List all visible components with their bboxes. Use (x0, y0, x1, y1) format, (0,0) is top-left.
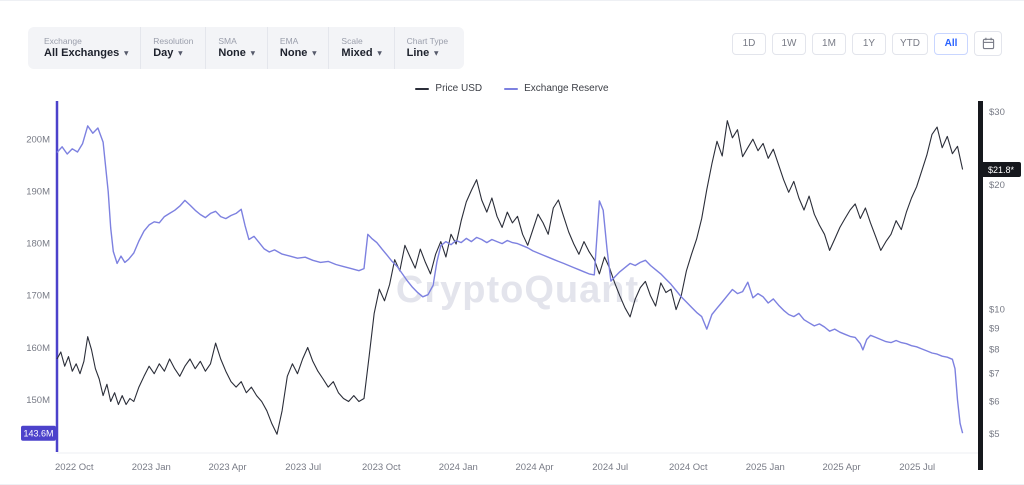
exchange-value: All Exchanges ▾ (44, 48, 128, 59)
exchange-dropdown[interactable]: Exchange All Exchanges ▾ (32, 27, 140, 69)
chart-type-dropdown[interactable]: Chart Type Line ▾ (393, 27, 460, 69)
left-tick-label: 170M (26, 291, 50, 302)
chevron-down-icon: ▾ (312, 48, 317, 58)
ema-label: EMA (279, 35, 299, 46)
range-button-ytd[interactable]: YTD (892, 32, 928, 55)
left-tick-label: 180M (26, 239, 50, 250)
x-tick-label: 2023 Jan (132, 462, 171, 473)
x-tick-label: 2024 Jan (439, 462, 478, 473)
right-tick-label: $7 (989, 369, 1000, 380)
chevron-down-icon: ▾ (250, 48, 255, 58)
sma-label: SMA (218, 35, 237, 46)
chevron-down-icon: ▾ (434, 48, 439, 58)
resolution-label: Resolution (153, 35, 194, 46)
right-tick-label: $30 (989, 107, 1005, 118)
x-tick-label: 2025 Jan (746, 462, 785, 473)
price-reserve-chart[interactable]: CryptoQuant 2022 Oct 2023 Jan 2023 Apr 2023 … (0, 97, 1024, 477)
reserve-line-swatch (504, 87, 519, 90)
exchange-label: Exchange (44, 35, 82, 46)
sma-value: None ▾ (218, 48, 255, 59)
left-tick-label: 160M (26, 343, 50, 354)
range-button-1m[interactable]: 1M (812, 32, 846, 55)
exchange-reserve-line (56, 125, 964, 434)
sma-selected: None (218, 47, 246, 60)
range-button-all[interactable]: All (934, 32, 968, 55)
exchange-selected: All Exchanges (44, 47, 120, 60)
scale-selected: Mixed (341, 47, 373, 60)
x-tick-label: 2023 Oct (362, 462, 401, 473)
chart-type-selected: Line (406, 47, 430, 60)
scale-value: Mixed ▾ (341, 48, 381, 59)
chart-type-value: Line ▾ (407, 48, 448, 59)
right-tick-label: $10 (989, 305, 1005, 316)
range-button-1d[interactable]: 1D (732, 32, 766, 55)
price-usd-line (56, 120, 964, 435)
price-line-swatch (415, 87, 430, 90)
x-tick-label: 2024 Jul (592, 462, 628, 473)
x-tick-label: 2022 Oct (55, 462, 94, 473)
legend-item-price-usd[interactable]: Price USD (415, 83, 482, 94)
x-tick-label: 2025 Jul (899, 462, 935, 473)
left-tick-label: 190M (26, 187, 50, 198)
calendar-button[interactable] (974, 31, 1002, 56)
chart-settings-toolbar: Exchange All Exchanges ▾ Resolution Day ▾ … (28, 27, 465, 69)
cryptoquant-watermark: CryptoQuant (396, 269, 639, 311)
scale-dropdown[interactable]: Scale Mixed ▾ (328, 27, 393, 69)
right-tick-label: $8 (989, 345, 1000, 356)
calendar-icon (982, 37, 994, 50)
resolution-value: Day ▾ (153, 48, 193, 59)
right-tick-label: $5 (989, 429, 1000, 440)
resolution-selected: Day (153, 47, 174, 60)
range-button-1y[interactable]: 1Y (852, 32, 886, 55)
ema-value: None ▾ (280, 48, 317, 59)
range-button-1w[interactable]: 1W (772, 32, 806, 55)
time-range-selector: 1D 1W 1M 1Y YTD All (732, 31, 1002, 56)
ema-dropdown[interactable]: EMA None ▾ (266, 27, 329, 69)
chevron-down-icon: ▾ (178, 48, 183, 58)
x-tick-label: 2023 Jul (285, 462, 321, 473)
price-current-value: $21.8* (988, 165, 1015, 175)
price-current-badge (981, 161, 1021, 177)
resolution-dropdown[interactable]: Resolution Day ▾ (140, 27, 205, 69)
chevron-down-icon: ▾ (124, 48, 129, 58)
chart-legend: Price USD Exchange Reserve (0, 83, 1024, 94)
scale-label: Scale (341, 35, 363, 46)
sma-dropdown[interactable]: SMA None ▾ (205, 27, 267, 69)
x-tick-label: 2024 Apr (516, 462, 554, 473)
reserve-current-value: 143.6M (23, 429, 53, 439)
right-axis-bar (978, 101, 983, 470)
right-tick-label: $9 (989, 324, 1000, 335)
legend-item-exchange-reserve[interactable]: Exchange Reserve (504, 83, 609, 94)
x-tick-label: 2025 Apr (823, 462, 861, 473)
legend-label-exchange-reserve: Exchange Reserve (524, 83, 609, 94)
x-tick-label: 2024 Oct (669, 462, 708, 473)
ema-selected: None (279, 47, 308, 60)
chevron-down-icon: ▾ (377, 48, 382, 58)
right-tick-label: $20 (989, 180, 1005, 191)
right-tick-label: $6 (989, 396, 1000, 407)
legend-label-price-usd: Price USD (435, 83, 483, 94)
chart-type-label: Chart Type (406, 35, 449, 46)
left-tick-label: 150M (26, 395, 50, 406)
reserve-current-badge (21, 425, 56, 441)
left-tick-label: 200M (26, 134, 50, 145)
x-tick-label: 2023 Apr (209, 462, 247, 473)
